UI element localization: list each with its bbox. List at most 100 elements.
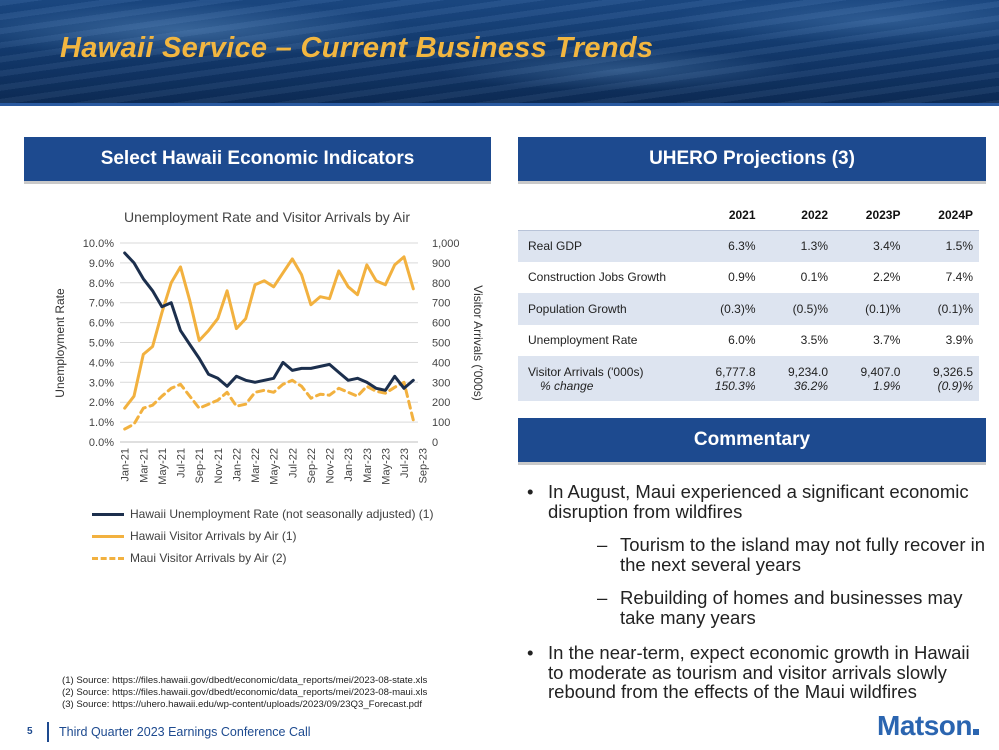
footer-text: Third Quarter 2023 Earnings Conference C… (59, 725, 311, 739)
legend-item-maui-arrivals: Maui Visitor Arrivals by Air (2) (92, 547, 433, 569)
commentary-section-header: Commentary (518, 418, 986, 465)
cell-value-pair: 9,234.0 36.2% (761, 356, 834, 401)
table-header-blank (518, 200, 688, 230)
y-tick-label: 8.0% (89, 278, 114, 290)
cell-value: 6.0% (728, 333, 756, 348)
legend-swatch-maui-arrivals (92, 556, 124, 560)
y2-tick-label: 1,000 (432, 238, 460, 250)
commentary-bullet: In August, Maui experienced a significan… (525, 482, 985, 627)
cell-subvalue: 36.2% (793, 378, 828, 393)
y-tick-label: 4.0% (89, 357, 114, 369)
x-tick-label: May-23 (380, 448, 392, 485)
y2-tick-label: 700 (432, 298, 450, 310)
x-tick-label: Nov-21 (213, 448, 225, 483)
x-tick-label: Sep-22 (306, 448, 318, 483)
x-tick-label: Sep-21 (194, 448, 206, 483)
legend-item-hawaii-arrivals: Hawaii Visitor Arrivals by Air (1) (92, 525, 433, 547)
cell-subvalue: 1.9% (873, 378, 901, 393)
table-header-2023p: 2023P (865, 207, 901, 222)
x-tick-label: Mar-21 (138, 448, 150, 483)
header-divider (0, 103, 999, 106)
table-row: Population Growth (0.3)% (0.5)% (0.1)% (… (518, 293, 979, 325)
x-tick-label: Mar-23 (362, 448, 374, 483)
cell-value: (0.1)% (834, 293, 907, 325)
y2-tick-label: 100 (432, 417, 450, 429)
cell-value-pair: 9,326.5 (0.9)% (906, 356, 979, 401)
commentary-bullet-text: In the near-term, expect economic growth… (548, 642, 970, 702)
cell-value: 6.3% (688, 230, 762, 262)
y2-tick-label: 900 (432, 258, 450, 270)
y-tick-label: 1.0% (89, 417, 114, 429)
cell-value: 9,326.5 (932, 364, 973, 379)
y-tick-label: 0.0% (89, 437, 114, 449)
legend-label-hawaii-arrivals: Hawaii Visitor Arrivals by Air (1) (130, 529, 297, 543)
logo-dot (973, 729, 979, 735)
commentary-sub-bullet: Tourism to the island may not fully reco… (548, 535, 985, 574)
y-tick-label: 7.0% (89, 298, 114, 310)
cell-value: 3.5% (800, 333, 828, 348)
logo-text: Matson (877, 710, 973, 741)
series-line-2 (123, 378, 415, 431)
row-label: Construction Jobs Growth (528, 270, 667, 285)
y-tick-label: 5.0% (89, 338, 114, 350)
y-tick-label: 2.0% (89, 397, 114, 409)
cell-value: (0.3)% (688, 293, 762, 325)
row-label: Visitor Arrivals ('000s) (528, 364, 644, 379)
footnote-1: (1) Source: https://files.hawaii.gov/dbe… (62, 675, 428, 686)
table-row: Visitor Arrivals ('000s) % change 6,777.… (518, 356, 979, 401)
projections-table: 2021 2022 2023P 2024P Real GDP 6.3% 1.3%… (518, 200, 979, 401)
footnote-2: (2) Source: https://files.hawaii.gov/dbe… (62, 686, 428, 698)
y2-axis-label: Visitor Arrivals ('000s) (471, 285, 485, 400)
cell-subvalue: (0.9)% (937, 378, 973, 393)
x-tick-label: Mar-22 (250, 448, 262, 483)
table-header-2021: 2021 (728, 207, 756, 222)
x-tick-label: Jan-21 (120, 448, 132, 482)
series-line-0 (123, 251, 415, 392)
x-tick-label: Jan-22 (231, 448, 243, 482)
y-tick-label: 10.0% (83, 238, 114, 250)
cell-value: 7.4% (945, 270, 973, 285)
legend-label-maui-arrivals: Maui Visitor Arrivals by Air (2) (130, 551, 287, 565)
x-tick-label: May-21 (157, 448, 169, 485)
legend-swatch-hawaii-arrivals (92, 534, 124, 538)
commentary-bullet-text: In August, Maui experienced a significan… (548, 481, 969, 522)
y-tick-label: 9.0% (89, 258, 114, 270)
y2-tick-label: 800 (432, 278, 450, 290)
table-row: Real GDP 6.3% 1.3% 3.4% 1.5% (518, 230, 979, 262)
x-tick-label: Jul-23 (399, 448, 411, 478)
table-row: Unemployment Rate 6.0% 3.5% 3.7% 3.9% (518, 325, 979, 357)
projections-section-header: UHERO Projections (3) (518, 137, 986, 184)
cell-value: 3.7% (873, 333, 901, 348)
y2-tick-label: 300 (432, 377, 450, 389)
cell-value: 9,234.0 (787, 364, 828, 379)
table-row: Construction Jobs Growth 0.9% 0.1% 2.2% … (518, 262, 979, 294)
y2-tick-label: 200 (432, 397, 450, 409)
cell-value: (0.1)% (906, 293, 979, 325)
cell-value-pair: 6,777.8 150.3% (688, 356, 762, 401)
cell-subvalue: 150.3% (714, 378, 756, 393)
commentary-text: In August, Maui experienced a significan… (525, 482, 985, 712)
legend-label-unemployment: Hawaii Unemployment Rate (not seasonally… (130, 507, 434, 521)
y2-tick-label: 500 (432, 338, 450, 350)
x-tick-label: May-22 (269, 448, 281, 485)
commentary-bullet: In the near-term, expect economic growth… (525, 643, 985, 702)
cell-value-pair: 9,407.0 1.9% (834, 356, 907, 401)
footer-divider (47, 722, 49, 742)
legend-swatch-unemployment (92, 512, 124, 516)
y-axis-label: Unemployment Rate (53, 288, 67, 398)
table-header-row: 2021 2022 2023P 2024P (518, 200, 979, 230)
row-label: Real GDP (518, 230, 688, 262)
cell-value: 3.4% (834, 230, 907, 262)
cell-value: 2.2% (873, 270, 901, 285)
table-header-2022: 2022 (801, 207, 828, 222)
x-tick-label: Jul-22 (287, 448, 299, 478)
unemployment-visitors-chart: Unemployment Rate and Visitor Arrivals b… (53, 209, 485, 485)
row-label-cell: Visitor Arrivals ('000s) % change (518, 356, 688, 401)
cell-value: 1.5% (906, 230, 979, 262)
x-tick-label: Nov-22 (325, 448, 337, 483)
x-tick-label: Jul-21 (176, 448, 188, 478)
cell-value: 0.1% (800, 270, 828, 285)
page-number: 5 (27, 726, 33, 737)
left-section-header: Select Hawaii Economic Indicators (24, 137, 491, 184)
page-title: Hawaii Service – Current Business Trends (60, 32, 654, 64)
